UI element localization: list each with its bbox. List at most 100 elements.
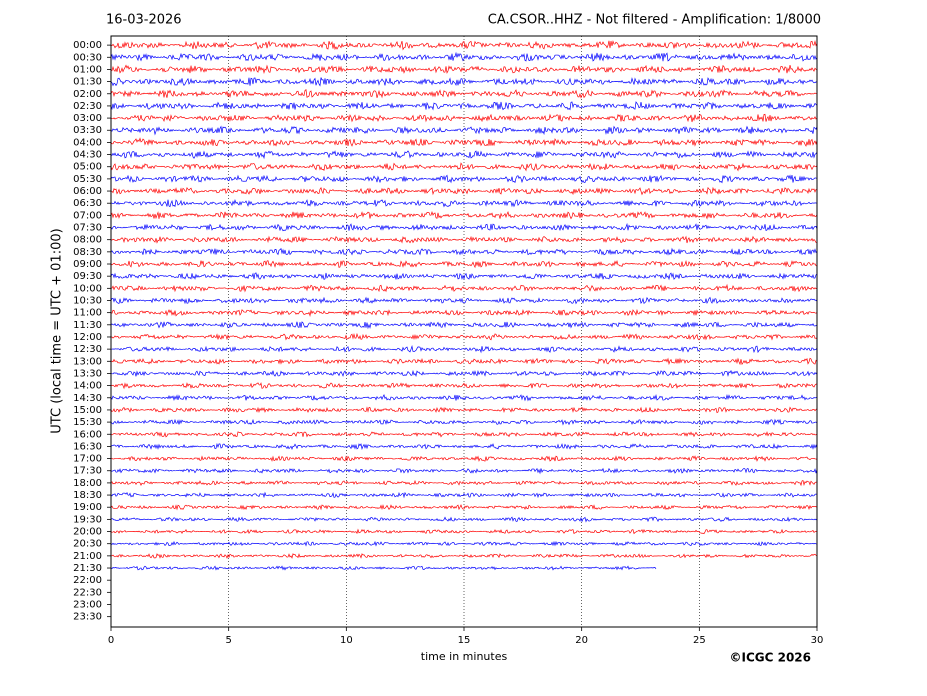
trace [110,40,818,51]
y-tick-label: 08:00 [73,235,102,246]
y-tick-label: 20:30 [73,539,102,550]
x-tick-label: 30 [811,635,824,646]
y-axis-label: UTC (local time = UTC + 01:00) [50,228,65,433]
y-tick-label: 07:30 [73,223,102,234]
trace [110,455,818,462]
y-tick-label: 20:00 [73,527,102,538]
trace [110,308,818,317]
x-axis-label: time in minutes [421,650,508,663]
trace [110,125,818,136]
y-tick-label: 18:00 [73,478,102,489]
y-tick-label: 09:00 [73,259,102,270]
y-tick-label: 00:00 [73,40,102,51]
chart-title: CA.CSOR..HHZ - Not filtered - Amplificat… [488,13,821,28]
y-tick-label: 18:30 [73,490,102,501]
y-tick-label: 19:00 [73,502,102,513]
trace [110,51,818,62]
y-tick-label: 13:00 [73,356,102,367]
trace [110,540,818,547]
y-tick-label: 08:30 [73,247,102,258]
trace [110,565,657,571]
credit: ©ICGC 2026 [729,651,811,665]
trace [110,332,818,341]
y-tick-label: 23:30 [73,612,102,623]
x-tick-label: 0 [108,635,114,646]
y-tick-label: 09:30 [73,271,102,282]
y-tick-label: 04:30 [73,150,102,161]
trace [110,406,818,414]
trace [110,113,818,123]
y-tick-label: 16:30 [73,441,102,452]
y-tick-label: 23:00 [73,600,102,611]
y-tick-label: 01:30 [73,77,102,88]
y-tick-label: 07:00 [73,210,102,221]
trace [110,162,818,172]
y-tick-label: 03:30 [73,125,102,136]
trace [110,321,818,330]
trace [110,467,818,475]
trace [110,283,818,293]
y-tick-label: 05:00 [73,162,102,173]
trace [110,198,818,208]
trace [110,382,818,390]
y-tick-label: 04:00 [73,137,102,148]
y-tick-label: 00:30 [73,52,102,63]
trace [110,553,818,559]
y-tick-label: 15:30 [73,417,102,428]
trace [110,369,818,377]
trace [110,210,818,220]
trace [110,296,818,305]
x-tick-label: 10 [340,635,353,646]
y-tick-label: 17:00 [73,454,102,465]
x-tick-label: 25 [693,635,706,646]
trace [110,479,818,487]
trace [110,528,818,535]
y-tick-label: 05:30 [73,174,102,185]
trace [110,431,818,438]
y-tick-label: 19:30 [73,514,102,525]
x-tick-label: 20 [575,635,588,646]
trace [110,77,818,87]
trace [110,259,818,269]
trace [110,394,818,402]
trace [110,101,818,111]
trace [110,89,818,99]
y-tick-label: 21:00 [73,551,102,562]
y-tick-label: 11:30 [73,320,102,331]
y-tick-label: 06:00 [73,186,102,197]
y-tick-label: 01:00 [73,64,102,75]
trace [110,222,818,232]
trace [110,235,818,244]
trace [110,150,818,160]
y-tick-label: 12:30 [73,344,102,355]
trace [110,442,818,450]
plot-frame [110,35,818,628]
trace [110,491,818,499]
y-tick-label: 10:30 [73,295,102,306]
trace [110,247,818,256]
y-tick-label: 16:00 [73,429,102,440]
y-tick-label: 22:00 [73,575,102,586]
trace [110,418,818,426]
trace [110,345,818,354]
trace [110,504,818,511]
trace [110,137,818,147]
y-tick-label: 17:30 [73,466,102,477]
x-tick-label: 15 [458,635,471,646]
y-tick-label: 13:30 [73,368,102,379]
y-tick-label: 11:00 [73,308,102,319]
y-tick-label: 21:30 [73,563,102,574]
trace [110,357,818,366]
trace [110,272,818,281]
y-tick-label: 02:00 [73,89,102,100]
y-tick-label: 14:00 [73,381,102,392]
trace [110,516,818,523]
trace [110,186,818,196]
y-tick-label: 06:30 [73,198,102,209]
y-tick-label: 14:30 [73,393,102,404]
y-tick-label: 12:00 [73,332,102,343]
y-tick-label: 22:30 [73,587,102,598]
chart-date: 16-03-2026 [106,13,182,28]
y-tick-label: 10:00 [73,283,102,294]
